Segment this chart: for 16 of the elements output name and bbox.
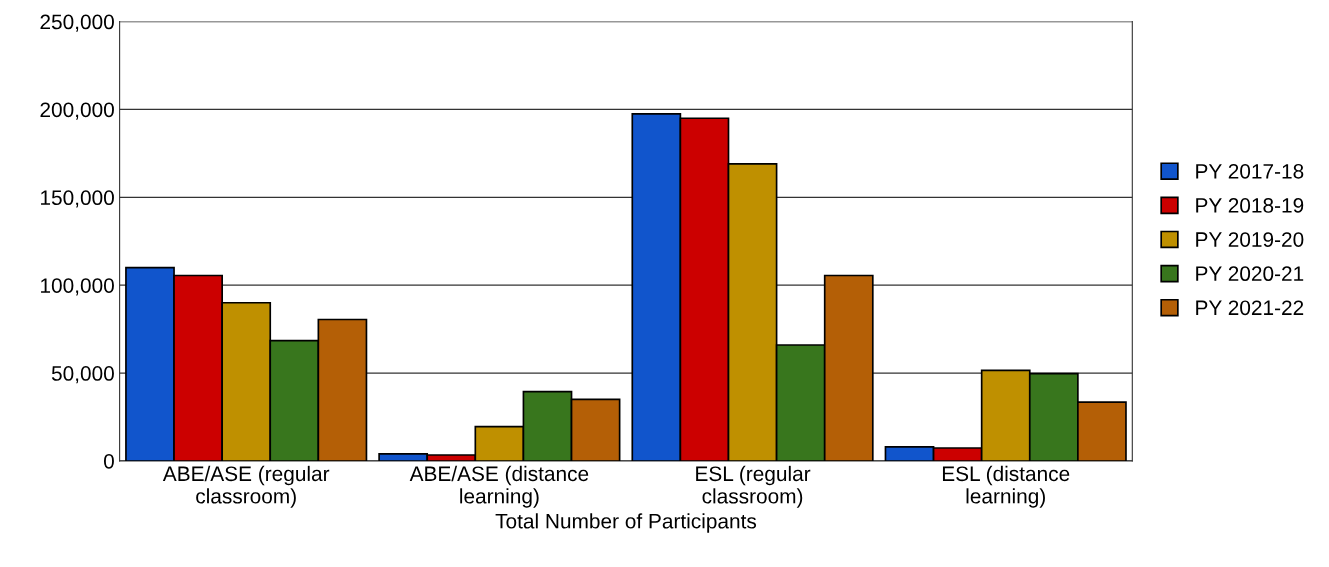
x-axis-title: Total Number of Participants	[495, 513, 757, 533]
y-tick-label: 50,000	[51, 366, 114, 384]
legend-label: PY 2021-22	[1196, 300, 1304, 316]
y-tick-label: 150,000	[41, 190, 114, 208]
legend-label: PY 2020-21	[1196, 266, 1304, 282]
legend-label: PY 2018-19	[1196, 198, 1304, 213]
y-tick-label: 250,000	[40, 14, 114, 32]
legend-label: PY 2019-20	[1196, 232, 1304, 247]
x-tick-label: ABE/ASE (distance learning)	[409, 465, 589, 508]
y-tick-label: 200,000	[40, 102, 114, 120]
y-tick-label: 100,000	[41, 278, 114, 296]
x-tick-label: ABE/ASE (regular classroom)	[162, 465, 330, 508]
x-tick-label: ESL (regular classroom)	[696, 465, 811, 508]
legend-label: PY 2017-18	[1196, 163, 1304, 179]
x-tick-label: ESL (distance learning)	[942, 465, 1070, 508]
y-tick-label: 0	[103, 453, 114, 469]
